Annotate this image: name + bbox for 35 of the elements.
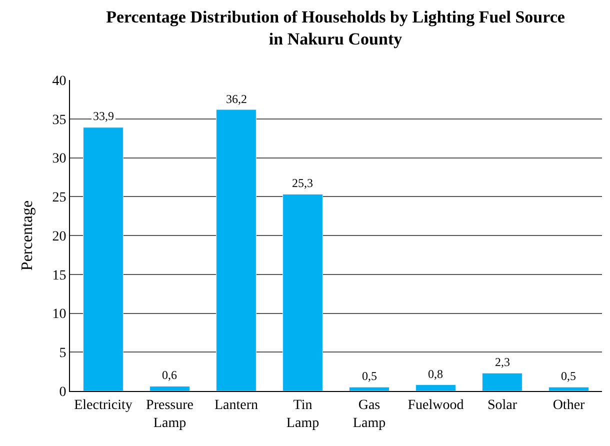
y-tick-label: 10 [52, 307, 66, 322]
x-tick-label: Other [552, 398, 586, 413]
y-axis-title: Percentage [19, 200, 36, 271]
chart-title: Percentage Distribution of Households by Lighting Fuel Source in Nakuru County [106, 7, 566, 48]
x-tick-label: Solar [487, 398, 518, 413]
x-tick-label: Pressure Lamp [146, 398, 194, 431]
bar [216, 109, 256, 391]
data-label: 2,3 [495, 355, 510, 369]
bar [150, 386, 190, 391]
y-tick-label: 20 [52, 229, 66, 244]
data-label: 36,2 [226, 92, 247, 106]
bar [282, 194, 323, 391]
data-label: 33,9 [93, 109, 114, 123]
y-tick-label: 5 [59, 346, 66, 362]
y-tick-label: 0 [59, 384, 66, 400]
y-tick-label: 40 [52, 74, 66, 89]
y-tick-label: 25 [52, 190, 66, 206]
x-tick-label: Lantern [214, 398, 258, 413]
y-tick-label: 15 [52, 268, 66, 284]
x-tick-label: Tin Lamp [286, 398, 320, 431]
data-label: 0,8 [428, 367, 443, 381]
bar [416, 384, 456, 391]
bar [548, 386, 589, 391]
data-label: 0,5 [362, 369, 377, 383]
bar [349, 386, 390, 391]
bar [482, 372, 522, 391]
x-tick-label: Fuelwood [408, 398, 464, 413]
x-tick-label: Electricity [74, 398, 132, 413]
data-label: 0,5 [561, 369, 576, 383]
x-tick-label: Gas Lamp [352, 398, 386, 431]
y-tick-label: 30 [52, 152, 66, 167]
bar [83, 127, 124, 391]
data-label: 25,3 [292, 176, 313, 190]
y-tick-label: 35 [52, 112, 66, 128]
data-label: 0,6 [162, 368, 177, 382]
